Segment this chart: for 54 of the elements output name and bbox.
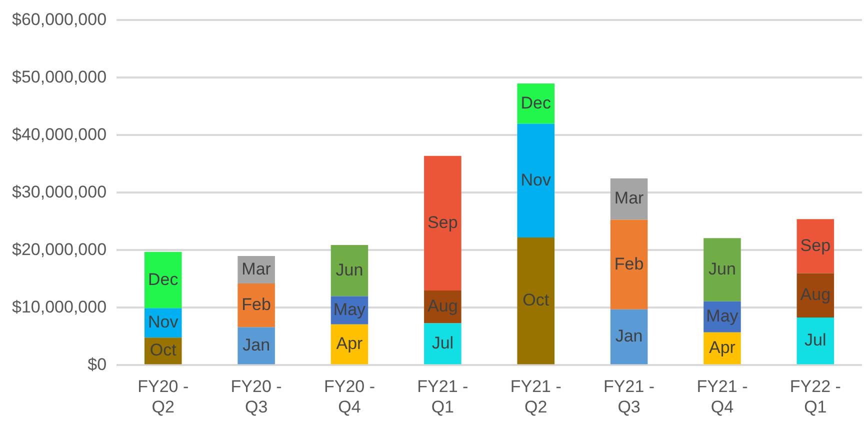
bar (517, 83, 554, 124)
bar (610, 220, 648, 310)
series-label: Nov (148, 312, 179, 332)
bar (704, 238, 741, 302)
y-tick-label: $20,000,000 (12, 240, 107, 259)
text: Sep (800, 236, 831, 255)
bar (238, 284, 275, 328)
y-tick-label: $50,000,000 (12, 67, 107, 86)
x-tick-label: FY20 - Q2 (138, 377, 189, 416)
y-tick-label: $40,000,000 (12, 124, 107, 144)
bar (796, 273, 834, 318)
x-tick-label: FY22 - Q1 (790, 377, 841, 416)
series-label: Jul (432, 333, 454, 352)
bar (796, 219, 834, 274)
series-label: Oct (150, 340, 177, 360)
x-tick-label: FY21 - Q3 (604, 377, 655, 416)
bar (517, 238, 554, 364)
bar (517, 124, 554, 238)
y-tick-label: $0 (88, 354, 107, 374)
bar (238, 327, 275, 364)
x-tick-label: FY20 - Q3 (230, 377, 282, 416)
text: Aug (800, 285, 831, 304)
series-label: Sep (428, 212, 458, 232)
text: Nov (520, 170, 551, 190)
series-label: May (333, 300, 366, 319)
y-tick-label: $60,000,000 (12, 10, 107, 29)
series-label: Dec (148, 270, 179, 289)
bar (610, 309, 648, 364)
text: Mar (614, 188, 644, 208)
x-tick-label: FY21 - Q4 (696, 377, 748, 416)
x-tick-label: FY21 - Q1 (417, 377, 468, 416)
text: Feb (242, 295, 271, 314)
series-label: Aug (428, 296, 458, 316)
x-tick-label: FY21 - Q2 (510, 377, 562, 416)
series-label: Apr (336, 334, 364, 353)
y-tick-label: $30,000,000 (12, 182, 107, 202)
text: Jul (804, 330, 826, 350)
text: Jan (242, 335, 270, 354)
y-tick-label: $10,000,000 (12, 297, 107, 316)
text: May (706, 306, 738, 326)
bar (144, 252, 182, 308)
bar (330, 245, 368, 296)
text: Apr (708, 338, 736, 357)
x-tick-label: FY20 - Q4 (324, 377, 376, 416)
series-label: Feb (614, 254, 644, 274)
text: Dec (520, 93, 551, 112)
bar (796, 317, 834, 364)
series-label: Jun (708, 259, 736, 278)
bar (424, 156, 462, 290)
text: Oct (522, 290, 550, 310)
text: Jun (336, 260, 364, 280)
series-label: Jan (615, 326, 643, 346)
series-label: Mar (242, 259, 272, 278)
bar (424, 323, 462, 364)
